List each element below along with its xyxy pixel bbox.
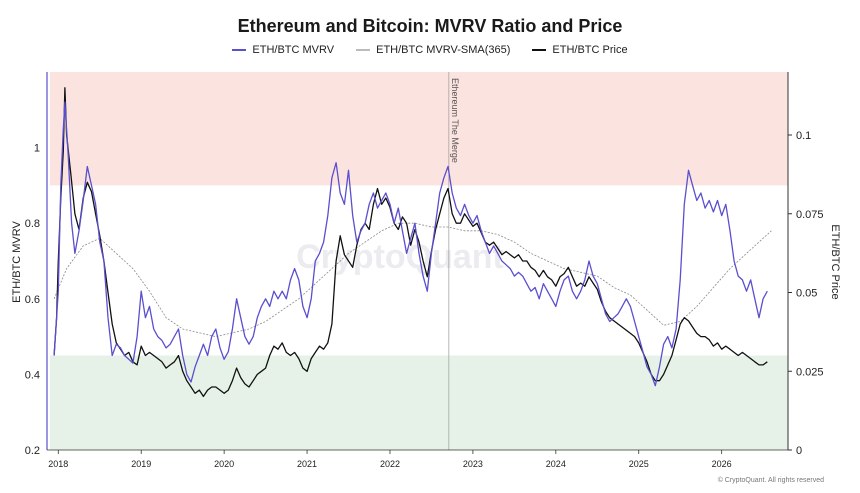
legend-swatch-mvrv bbox=[232, 49, 247, 51]
x-tick-label: 2018 bbox=[48, 459, 68, 469]
x-tick-label: 2020 bbox=[214, 459, 234, 469]
legend-swatch-sma bbox=[356, 49, 371, 51]
legend-item-price[interactable]: ETH/BTC Price bbox=[532, 44, 628, 56]
chart-title: Ethereum and Bitcoin: MVRV Ratio and Pri… bbox=[237, 16, 623, 36]
y-tick-right-label: 0.025 bbox=[796, 366, 824, 378]
y-tick-left-label: 0.6 bbox=[25, 294, 40, 306]
series-line-price bbox=[53, 87, 768, 398]
x-tick-label: 2022 bbox=[380, 459, 400, 469]
x-tick-label: 2024 bbox=[546, 459, 566, 469]
y-axis-left-label: ETH/BTC MVRV bbox=[11, 220, 23, 302]
x-tick-label: 2026 bbox=[712, 459, 732, 469]
legend-item-mvrv[interactable]: ETH/BTC MVRV bbox=[232, 44, 334, 56]
y-tick-left-label: 0.2 bbox=[25, 445, 40, 457]
legend-swatch-price bbox=[532, 49, 547, 51]
annotation-label: Ethereum The Merge bbox=[450, 78, 460, 163]
y-tick-right-label: 0.05 bbox=[796, 288, 817, 300]
chart-legend: ETH/BTC MVRV ETH/BTC MVRV-SMA(365) ETH/B… bbox=[0, 44, 860, 56]
band-undervalued bbox=[50, 355, 788, 450]
y-tick-right-label: 0 bbox=[796, 445, 802, 457]
y-tick-left-label: 0.4 bbox=[25, 369, 40, 381]
legend-label-sma: ETH/BTC MVRV-SMA(365) bbox=[376, 44, 511, 56]
series-line-mvrv bbox=[53, 101, 768, 387]
legend-label-price: ETH/BTC Price bbox=[552, 44, 628, 56]
y-tick-right-label: 0.075 bbox=[796, 209, 824, 221]
band-overvalued bbox=[50, 72, 788, 186]
y-axis-right-label: ETH/BTC Price bbox=[829, 224, 841, 299]
legend-label-mvrv: ETH/BTC MVRV bbox=[252, 44, 335, 56]
y-tick-left-label: 1 bbox=[34, 143, 40, 155]
watermark-text: CryptoQuant bbox=[296, 238, 504, 276]
y-tick-right-label: 0.1 bbox=[796, 130, 811, 142]
x-tick-label: 2025 bbox=[629, 459, 649, 469]
x-tick-label: 2023 bbox=[463, 459, 483, 469]
y-tick-left-label: 0.8 bbox=[25, 218, 40, 230]
x-tick-label: 2021 bbox=[297, 459, 317, 469]
x-tick-label: 2019 bbox=[131, 459, 151, 469]
copyright-notice: © CryptoQuant. All rights reserved bbox=[717, 477, 824, 484]
legend-item-sma[interactable]: ETH/BTC MVRV-SMA(365) bbox=[356, 44, 510, 56]
series-line-sma bbox=[53, 222, 772, 337]
